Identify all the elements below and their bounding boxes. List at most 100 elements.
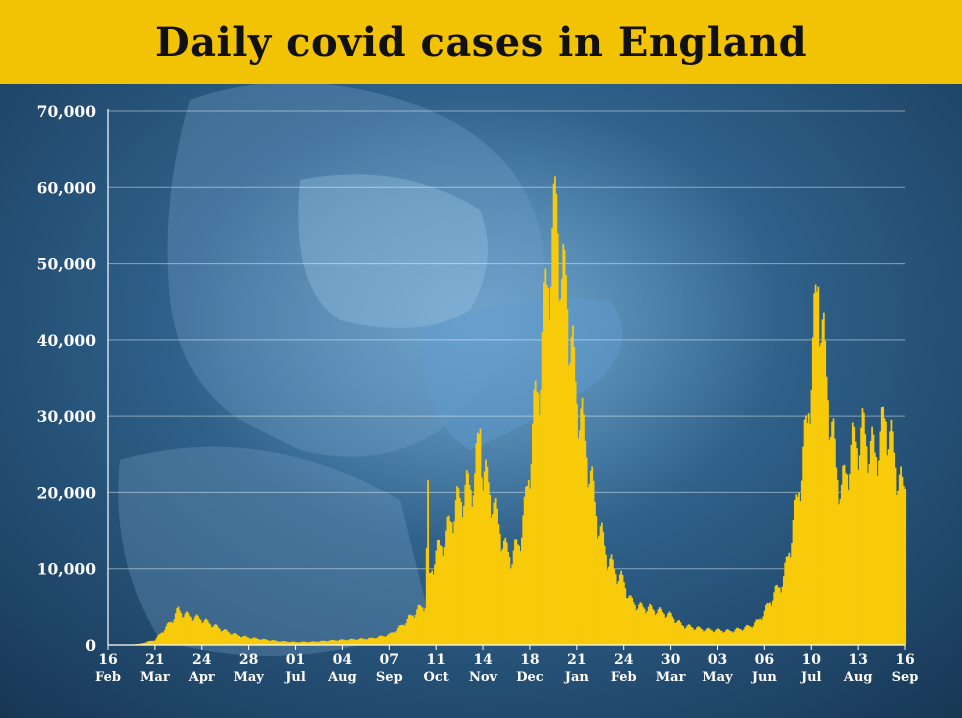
bar: [799, 501, 802, 645]
bar: [485, 459, 487, 645]
bar: [800, 480, 803, 645]
bar: [391, 632, 394, 645]
bar: [731, 632, 734, 645]
bar: [141, 643, 144, 645]
bar: [188, 615, 191, 645]
bar: [609, 558, 612, 645]
bar: [205, 618, 207, 645]
bar: [322, 640, 325, 645]
bar: [362, 638, 365, 645]
bar: [401, 625, 403, 645]
bar: [290, 641, 293, 645]
bar: [239, 637, 242, 645]
bar: [413, 617, 416, 645]
bar: [152, 640, 155, 645]
bar: [537, 393, 540, 645]
bar: [869, 440, 872, 645]
bar: [304, 641, 307, 645]
x-tick-day-label: 13: [848, 652, 867, 668]
bar: [700, 628, 703, 645]
bar: [238, 636, 241, 645]
bar: [438, 539, 441, 645]
bar: [436, 539, 439, 645]
bar: [388, 633, 391, 645]
bar: [811, 337, 814, 645]
bar: [901, 476, 904, 645]
x-tick-day-label: 14: [473, 652, 493, 668]
x-tick-month-label: May: [233, 670, 264, 685]
bar: [326, 641, 329, 645]
bar: [865, 446, 868, 645]
bar: [492, 514, 494, 645]
bar: [878, 460, 880, 645]
bar: [421, 607, 424, 645]
bar: [678, 620, 680, 645]
bar: [734, 629, 737, 645]
x-tick-day-label: 18: [520, 652, 539, 668]
bar: [559, 299, 562, 645]
bar: [810, 389, 813, 645]
x-tick-month-label: Apr: [188, 670, 215, 685]
bar: [365, 639, 367, 645]
bar: [562, 244, 565, 645]
bar: [754, 622, 756, 645]
bar: [377, 636, 380, 645]
bar: [701, 629, 704, 645]
y-tick-label: 60,000: [37, 178, 97, 197]
bar: [589, 470, 592, 645]
bar: [292, 641, 294, 645]
bar: [172, 623, 174, 645]
bar: [199, 619, 202, 645]
bar: [253, 637, 256, 645]
bar: [540, 389, 543, 645]
bar: [402, 624, 405, 645]
bar: [882, 406, 885, 645]
bar: [274, 640, 276, 645]
bar: [380, 635, 383, 645]
bar: [691, 627, 694, 645]
bar: [482, 490, 485, 645]
bar: [190, 617, 192, 645]
bar: [507, 551, 509, 645]
bar: [311, 641, 314, 645]
bar: [690, 626, 693, 645]
bar: [558, 300, 560, 645]
bar: [556, 233, 559, 645]
bar: [336, 640, 338, 645]
bar: [445, 530, 447, 645]
bar: [345, 640, 348, 645]
bar: [842, 465, 845, 645]
bar: [154, 640, 156, 645]
bar: [476, 432, 479, 645]
bar: [384, 636, 387, 645]
bar: [624, 588, 627, 645]
bar: [428, 572, 431, 645]
bar: [447, 515, 450, 645]
bar: [548, 319, 551, 645]
bar: [387, 634, 390, 645]
bar: [496, 508, 498, 645]
y-tick-labels: 0 10,000 20,000 30,000 40,000 50,000 60,000 70,…: [37, 102, 97, 655]
x-tick-month-label: Feb: [95, 670, 121, 685]
bar: [802, 446, 805, 645]
bar: [645, 613, 647, 645]
bar: [410, 615, 413, 645]
bar: [450, 522, 453, 645]
bar: [640, 603, 643, 645]
bar: [297, 642, 300, 645]
bar: [839, 498, 842, 645]
x-tick-day-label: 11: [426, 652, 445, 668]
bar: [617, 581, 620, 645]
bar: [403, 625, 406, 645]
bar: [523, 496, 526, 645]
bar: [194, 616, 196, 645]
bar: [574, 381, 577, 645]
bar: [231, 634, 234, 645]
bar: [667, 613, 669, 645]
bar: [424, 608, 427, 645]
bar: [554, 176, 556, 646]
bar: [598, 535, 600, 645]
bar: [634, 604, 636, 645]
bar: [767, 603, 770, 645]
bar: [143, 643, 145, 645]
